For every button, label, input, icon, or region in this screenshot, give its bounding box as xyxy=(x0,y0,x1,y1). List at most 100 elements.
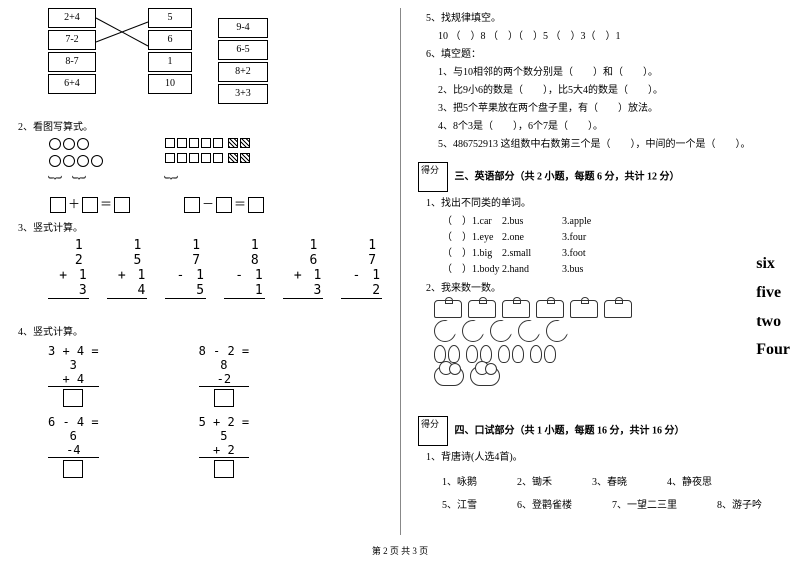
sec4-title: 四、口试部分（共 1 小题，每题 16 分，共计 16 分） xyxy=(455,425,685,436)
poem-row-2: 5、江雪 6、登鹳雀楼 7、一望二三里 8、游子吟 xyxy=(442,496,782,511)
q3-b5: - 1 2 xyxy=(341,268,382,299)
q3-b3: - 1 1 xyxy=(224,268,265,299)
q2-figures xyxy=(48,137,382,171)
moon-icon xyxy=(546,320,568,342)
q3-a0: 1 2 xyxy=(48,238,89,268)
q3-title: 3、竖式计算。 xyxy=(18,219,382,234)
q4-n1-0: 3 xyxy=(48,358,99,372)
match-right-2: 8+2 xyxy=(218,62,268,82)
cakes-row xyxy=(434,300,782,318)
q3-a5: 1 7 xyxy=(341,238,382,268)
q6-3: 3、把5个苹果放在两个盘子里，有（ ）放法。 xyxy=(438,101,782,116)
cake-icon xyxy=(468,300,496,318)
q4-0: 3 + 4 = 3 + 4 xyxy=(48,344,99,409)
moon-icon xyxy=(518,320,540,342)
section-4-head: 得分 四、口试部分（共 1 小题，每题 16 分，共计 16 分） xyxy=(418,416,782,446)
cake-icon xyxy=(604,300,632,318)
q3-a1: 1 5 xyxy=(107,238,148,268)
count-area xyxy=(434,300,782,386)
q2-title: 2、看图写算式。 xyxy=(18,118,382,133)
squares-group xyxy=(164,137,251,171)
q4-2: 6 - 4 = 6 -4 xyxy=(48,415,99,480)
brace-row: ︸ ︸ ︸ xyxy=(48,173,382,193)
q4-n1-2: 6 xyxy=(48,429,99,443)
label-six: six xyxy=(756,250,790,279)
count-labels: six five two Four xyxy=(756,250,790,365)
match-left-0: 2+4 xyxy=(48,8,96,28)
q5-title: 5、找规律填空。 xyxy=(426,11,782,26)
cake-icon xyxy=(502,300,530,318)
match-left-3: 6+4 xyxy=(48,74,96,94)
eq-sign-2: ＝ xyxy=(234,197,246,211)
eng-row-2: （ ）1.big2.small3.foot xyxy=(442,246,782,262)
q4-n2-3: + 2 xyxy=(199,443,250,458)
q3-a4: 1 6 xyxy=(283,238,324,268)
match-left-2: 8-7 xyxy=(48,52,96,72)
q4-h1: 8 - 2 = xyxy=(199,344,250,358)
butterflies-row xyxy=(434,344,782,364)
q3-problems: 1 2+ 1 3 1 5+ 1 4 1 7- 1 5 1 8- 1 1 1 6+… xyxy=(48,238,382,313)
cloud-icon xyxy=(434,366,464,386)
label-five: five xyxy=(756,279,790,308)
score-box-4: 得分 xyxy=(418,416,448,446)
minus-sign: － xyxy=(202,197,214,211)
matching-exercise: 2+4 7-2 8-7 6+4 5 6 1 10 9-4 6-5 8+2 3+3 xyxy=(48,8,382,118)
cake-icon xyxy=(536,300,564,318)
q4-n2-0: + 4 xyxy=(48,372,99,387)
circles-group xyxy=(48,137,104,171)
q3-b1: + 1 4 xyxy=(107,268,148,299)
plus-sign: ＋ xyxy=(68,197,80,211)
q5-line: 10 （ ）8 （ ）（ ）5 （ ）3（ ）1 xyxy=(438,29,782,44)
q3-a2: 1 7 xyxy=(165,238,206,268)
q3-b4: + 1 3 xyxy=(283,268,324,299)
q6-title: 6、填空题： xyxy=(426,47,782,62)
q2-equations: ＋ ＝ － ＝ xyxy=(48,195,382,213)
q4-n1-1: 8 xyxy=(199,358,250,372)
q6-4: 4、8个3是（ ），6个7是（ ）。 xyxy=(438,119,782,134)
column-divider xyxy=(400,8,401,535)
sec3-title: 三、英语部分（共 2 小题，每题 6 分，共计 12 分） xyxy=(455,171,680,182)
q3-b0: + 1 3 xyxy=(48,268,89,299)
label-four: Four xyxy=(756,336,790,365)
clouds-row xyxy=(434,366,782,386)
poem-row-1: 1、咏鹅 2、锄禾 3、春晓 4、静夜思 xyxy=(442,473,782,488)
eng-q1: 1、找出不同类的单词。 xyxy=(426,196,782,211)
q3-b2: - 1 5 xyxy=(165,268,206,299)
section-3-head: 得分 三、英语部分（共 2 小题，每题 6 分，共计 12 分） xyxy=(418,162,782,192)
cake-icon xyxy=(570,300,598,318)
match-mid-2: 1 xyxy=(148,52,192,72)
eng-row-1: （ ）1.eye2.one3.four xyxy=(442,230,782,246)
q4-n2-2: -4 xyxy=(48,443,99,458)
match-right-0: 9-4 xyxy=(218,18,268,38)
moon-icon xyxy=(434,320,456,342)
q4-1: 8 - 2 = 8 -2 xyxy=(199,344,250,409)
q4-h2: 6 - 4 = xyxy=(48,415,99,429)
score-label-3: 得分 xyxy=(421,163,439,176)
match-left-1: 7-2 xyxy=(48,30,96,50)
label-two: two xyxy=(756,308,790,337)
match-right-3: 3+3 xyxy=(218,84,268,104)
left-column: 2+4 7-2 8-7 6+4 5 6 1 10 9-4 6-5 8+2 3+3… xyxy=(0,0,400,540)
cake-icon xyxy=(434,300,462,318)
match-mid-0: 5 xyxy=(148,8,192,28)
moon-icon xyxy=(462,320,484,342)
butterfly-icon xyxy=(530,344,556,364)
q4-n1-3: 5 xyxy=(199,429,250,443)
eng-row-3: （ ）1.body2.hand3.bus xyxy=(442,262,782,278)
right-column: 5、找规律填空。 10 （ ）8 （ ）（ ）5 （ ）3（ ）1 6、填空题：… xyxy=(400,0,800,540)
poem-q: 1、背唐诗(人选4首)。 xyxy=(426,450,782,465)
q6-1: 1、与10相邻的两个数分别是（ ）和（ ）。 xyxy=(438,65,782,80)
q4-h0: 3 + 4 = xyxy=(48,344,99,358)
moon-icon xyxy=(490,320,512,342)
score-label-4: 得分 xyxy=(421,417,439,430)
page-footer: 第 2 页 共 3 页 xyxy=(0,540,800,557)
q4-3: 5 + 2 = 5 + 2 xyxy=(199,415,250,480)
q4-title: 4、竖式计算。 xyxy=(18,323,382,338)
score-box-3: 得分 xyxy=(418,162,448,192)
eng-q2: 2、我来数一数。 xyxy=(426,281,782,296)
eq-sign: ＝ xyxy=(100,197,112,211)
match-mid-3: 10 xyxy=(148,74,192,94)
q4-h3: 5 + 2 = xyxy=(199,415,250,429)
q6-2: 2、比9小6的数是（ ），比5大4的数是（ ）。 xyxy=(438,83,782,98)
moons-row xyxy=(434,320,782,342)
